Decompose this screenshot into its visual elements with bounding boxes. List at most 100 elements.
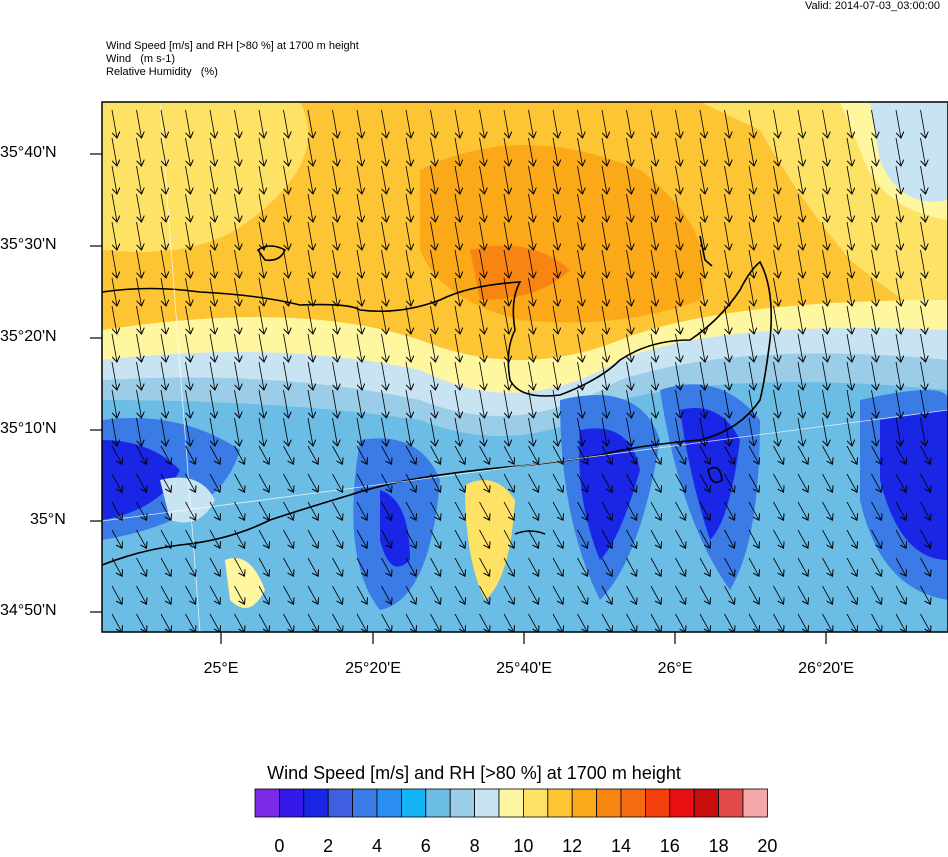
wind-arrow	[626, 417, 632, 446]
wind-arrow	[234, 333, 240, 362]
wind-arrow	[528, 137, 534, 166]
wind-arrow	[234, 165, 240, 194]
wind-arrow	[724, 613, 735, 632]
wind-arrow	[479, 445, 490, 464]
wind-arrow	[405, 501, 416, 520]
wind-arrow	[675, 361, 681, 390]
wind-arrow	[650, 445, 661, 464]
colorbar-box	[376, 788, 402, 818]
wind-arrow	[773, 613, 784, 632]
wind-arrow	[601, 445, 612, 464]
wind-arrow	[552, 221, 558, 250]
wind-arrow	[454, 389, 460, 418]
wind-arrow	[846, 501, 857, 520]
wind-arrow	[528, 221, 534, 250]
wind-arrow	[773, 137, 779, 166]
wind-arrow	[748, 165, 754, 194]
wind-arrow	[920, 445, 931, 464]
wind-arrow	[160, 613, 171, 632]
wind-arrow	[111, 389, 117, 418]
wind-arrow	[381, 305, 387, 334]
wind-arrow	[160, 529, 171, 548]
wind-arrow	[773, 557, 784, 576]
wind-arrow	[920, 249, 926, 278]
wind-arrow	[822, 137, 828, 166]
wind-arrow	[160, 361, 166, 390]
wind-arrow	[479, 249, 485, 278]
wind-arrow	[356, 137, 362, 166]
wind-arrow	[160, 193, 166, 222]
wind-arrow	[356, 529, 367, 548]
wind-arrow	[773, 249, 779, 278]
colorbar-box	[669, 788, 695, 818]
wind-arrow	[920, 529, 931, 548]
wind-arrow	[479, 193, 485, 222]
wind-arrow	[234, 389, 240, 418]
wind-arrow	[895, 389, 901, 418]
wind-arrow	[185, 165, 191, 194]
wind-arrow	[258, 305, 264, 334]
wind-arrow	[454, 529, 465, 548]
wind-arrow	[160, 277, 166, 306]
wind-arrow	[650, 613, 661, 632]
wind-arrow	[797, 389, 803, 418]
wind-arrow	[503, 221, 509, 250]
wind-arrow	[577, 277, 583, 306]
wind-arrow	[650, 277, 656, 306]
wind-arrow	[552, 585, 563, 604]
wind-arrow	[307, 473, 318, 492]
wind-arrow	[601, 473, 612, 492]
wind-arrow	[258, 389, 264, 418]
wind-arrow	[724, 193, 730, 222]
colorbar-label: 18	[708, 836, 729, 856]
wind-arrow	[209, 613, 220, 632]
wind-arrow	[381, 417, 387, 446]
wind-arrow	[258, 557, 269, 576]
wind-arrow	[307, 249, 313, 278]
colorbar-box	[425, 788, 451, 818]
colorbar-box	[449, 788, 476, 818]
wind-arrow	[234, 557, 245, 576]
wind-arrow	[258, 193, 264, 222]
wind-arrow	[552, 249, 558, 278]
wind-arrow	[111, 221, 117, 250]
wind-arrow	[822, 109, 828, 138]
wind-arrow	[846, 277, 852, 306]
wind-arrow	[307, 109, 313, 138]
wind-arrow	[356, 221, 362, 250]
wind-arrow	[479, 277, 485, 306]
wind-arrow	[381, 389, 387, 418]
wind-arrow	[332, 305, 338, 334]
wind-arrow	[822, 361, 828, 390]
wind-arrow	[699, 445, 710, 464]
wind-arrow	[381, 137, 387, 166]
colorbar-box	[254, 788, 280, 818]
wind-arrow	[699, 361, 705, 390]
wind-arrow	[332, 417, 338, 446]
wind-arrow	[626, 613, 637, 632]
wind-arrow	[111, 277, 117, 306]
wind-arrow	[528, 165, 534, 194]
wind-arrow	[748, 445, 759, 464]
wind-arrow	[283, 361, 289, 390]
wind-arrow	[675, 277, 681, 306]
wind-arrow	[577, 361, 583, 390]
wind-arrow	[283, 165, 289, 194]
wind-arrow	[503, 249, 509, 278]
wind-arrow	[626, 445, 637, 464]
wind-arrow	[871, 501, 882, 520]
wind-arrow	[454, 277, 460, 306]
wind-arrow	[405, 613, 416, 632]
wind-arrow	[160, 445, 171, 464]
wind-arrow	[307, 613, 318, 632]
wind-arrow	[381, 501, 392, 520]
wind-arrow	[405, 165, 411, 194]
wind-arrow	[626, 109, 632, 138]
colorbar-label: 0	[274, 836, 285, 856]
wind-arrow	[136, 473, 147, 492]
wind-arrow	[846, 109, 852, 138]
wind-arrow	[356, 277, 362, 306]
wind-arrow	[822, 193, 828, 222]
wind-arrow	[503, 473, 514, 492]
wind-arrow	[724, 501, 735, 520]
